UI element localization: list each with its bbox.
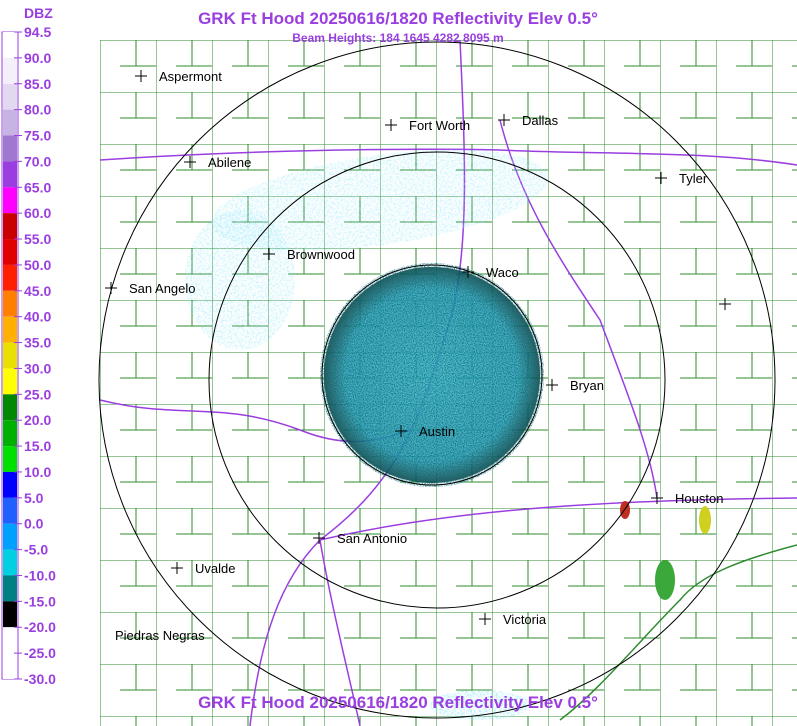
- city-marker: [498, 114, 510, 126]
- colorbar-label: 40.0: [24, 309, 51, 325]
- colorbar-segment: [3, 342, 17, 369]
- colorbar-label: -25.0: [24, 645, 56, 661]
- city-marker: [546, 379, 558, 391]
- colorbar-segment: [3, 161, 17, 188]
- city-label: San Antonio: [337, 531, 407, 546]
- colorbar-segment: [3, 213, 17, 240]
- colorbar-segment: [3, 420, 17, 447]
- colorbar-segment: [3, 83, 17, 110]
- colorbar-label: 0.0: [24, 516, 44, 532]
- colorbar-segment: [3, 264, 17, 291]
- subtitle: Beam Heights: 184 1645 4282 8095 m: [292, 31, 503, 45]
- city-label: Dallas: [522, 113, 559, 128]
- city-label: Houston: [675, 491, 723, 506]
- colorbar-segment: [3, 497, 17, 524]
- city-label: Uvalde: [195, 561, 235, 576]
- colorbar-label: 70.0: [24, 153, 51, 169]
- colorbar-label: 94.5: [24, 24, 51, 40]
- colorbar-label: 60.0: [24, 205, 51, 221]
- colorbar-label: 65.0: [24, 179, 51, 195]
- colorbar-label: 5.0: [24, 490, 44, 506]
- colorbar-label: 80.0: [24, 102, 51, 118]
- city-marker: [263, 248, 275, 260]
- colorbar-label: 15.0: [24, 438, 51, 454]
- colorbar-segment: [3, 109, 17, 136]
- colorbar-label: -15.0: [24, 593, 56, 609]
- city-label: Abilene: [208, 155, 251, 170]
- colorbar-segment: [3, 523, 17, 550]
- city-label: San Angelo: [129, 281, 196, 296]
- colorbar-label: -30.0: [24, 671, 56, 687]
- coastline: [559, 544, 797, 721]
- city-marker: [135, 70, 147, 82]
- city-label: Bryan: [570, 378, 604, 393]
- city-label: Austin: [419, 424, 455, 439]
- city-marker: [719, 298, 731, 310]
- city-marker: [395, 425, 407, 437]
- city-marker: [462, 266, 474, 278]
- radar-echoes: [185, 149, 711, 720]
- city-label: Aspermont: [159, 69, 222, 84]
- footer-title: GRK Ft Hood 20250616/1820 Reflectivity E…: [198, 693, 598, 712]
- colorbar-label: 25.0: [24, 386, 51, 402]
- colorbar-segment: [3, 601, 17, 628]
- colorbar-segment: [3, 394, 17, 421]
- city-marker: [655, 172, 667, 184]
- colorbar-segment: [3, 549, 17, 576]
- colorbar-segment: [3, 575, 17, 602]
- colorbar-label: 45.0: [24, 283, 51, 299]
- title: GRK Ft Hood 20250616/1820 Reflectivity E…: [198, 9, 598, 28]
- colorbar-segment: [3, 627, 17, 654]
- colorbar-segment: [3, 290, 17, 317]
- city-label: Piedras Negras: [115, 628, 205, 643]
- colorbar-label: 10.0: [24, 464, 51, 480]
- colorbar-label: 50.0: [24, 257, 51, 273]
- city-marker: [479, 613, 491, 625]
- colorbar-segment: [3, 187, 17, 214]
- colorbar-label: -5.0: [24, 542, 48, 558]
- colorbar-segment: [3, 57, 17, 84]
- colorbar-segment: [3, 32, 17, 58]
- colorbar-segment: [3, 239, 17, 265]
- city-marker: [651, 492, 663, 504]
- city-marker: [171, 562, 183, 574]
- colorbar-segment: [3, 316, 17, 343]
- colorbar-label: -10.0: [24, 567, 56, 583]
- city-label: Tyler: [679, 171, 708, 186]
- city-marker: [184, 156, 196, 168]
- colorbar-segment: [3, 653, 17, 679]
- city-label: Waco: [486, 265, 519, 280]
- city-label: Fort Worth: [409, 118, 470, 133]
- colorbar-label: 55.0: [24, 231, 51, 247]
- colorbar-label: 20.0: [24, 412, 51, 428]
- city-label: Victoria: [503, 612, 547, 627]
- colorbar-label: 35.0: [24, 335, 51, 351]
- colorbar-segment: [3, 135, 17, 162]
- city-marker: [313, 532, 325, 544]
- colorbar-unit: DBZ: [24, 5, 53, 21]
- colorbar-label: 85.0: [24, 76, 51, 92]
- colorbar-label: 30.0: [24, 360, 51, 376]
- colorbar-segment: [3, 471, 17, 498]
- range-rings: [98, 41, 776, 719]
- colorbar-segment: [3, 446, 17, 472]
- city-marker: [105, 282, 117, 294]
- city-label: Brownwood: [287, 247, 355, 262]
- colorbar-label: -20.0: [24, 619, 56, 635]
- colorbar-label: 75.0: [24, 128, 51, 144]
- colorbar-label: 90.0: [24, 50, 51, 66]
- city-marker: [385, 119, 397, 131]
- colorbar-segment: [3, 368, 17, 395]
